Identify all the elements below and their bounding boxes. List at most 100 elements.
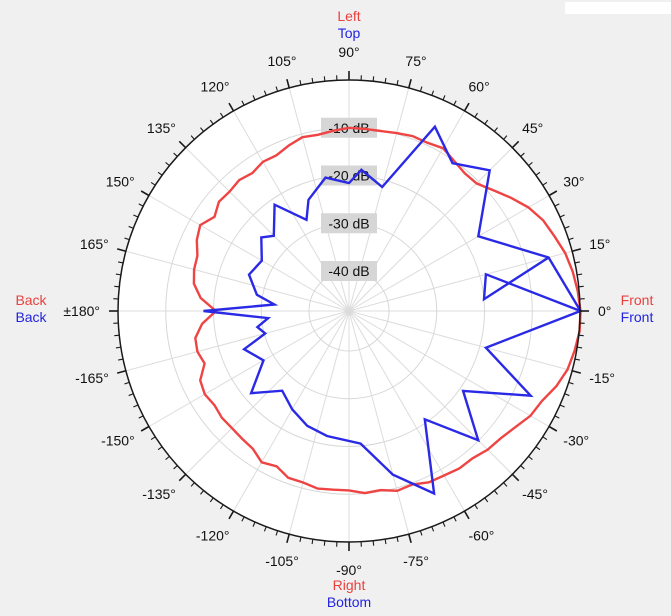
minor-tick (453, 516, 457, 522)
angle-label: 135° (147, 120, 176, 136)
minor-tick (311, 539, 314, 545)
minor-tick (165, 455, 170, 460)
direction-label-bottom: Right (333, 577, 366, 593)
major-tick (286, 78, 290, 89)
angle-label: 90° (338, 44, 359, 60)
minor-tick (528, 162, 533, 167)
minor-tick (114, 285, 120, 288)
minor-tick (493, 127, 498, 132)
minor-tick (128, 393, 134, 397)
radial-tick-label-bg (321, 213, 377, 234)
minor-tick (474, 112, 478, 118)
minor-tick (528, 455, 533, 460)
grid-spoke (125, 250, 350, 312)
minor-tick (150, 436, 156, 440)
angle-label: 75° (405, 53, 426, 69)
major-tick (511, 473, 520, 482)
minor-tick (535, 171, 541, 176)
grid-spoke (125, 310, 350, 372)
major-tick (140, 425, 150, 432)
minor-tick (128, 225, 134, 229)
minor-tick (520, 465, 525, 470)
major-tick (178, 140, 187, 149)
radial-tick-label-bg (321, 261, 377, 281)
direction-label-bottom: Bottom (327, 594, 371, 610)
radial-tick-label-text: -20 dB (328, 168, 369, 184)
major-tick (408, 78, 412, 89)
minor-tick (431, 90, 435, 96)
tick-layer (109, 71, 589, 551)
direction-label-top: Top (338, 25, 361, 41)
minor-tick (150, 182, 156, 186)
minor-tick (574, 358, 580, 361)
series-line-2 (203, 124, 584, 496)
minor-tick (578, 285, 584, 288)
grid-spoke (348, 147, 513, 312)
minor-tick (190, 482, 195, 487)
angle-label: 165° (80, 236, 109, 252)
minor-tick (535, 446, 541, 451)
minor-tick (484, 497, 489, 503)
series-layer (192, 124, 584, 496)
minor-tick (138, 203, 144, 207)
direction-label-top: Left (337, 8, 360, 24)
minor-tick (442, 521, 446, 527)
angle-label: 15° (589, 236, 610, 252)
grid-spoke (233, 310, 350, 512)
minor-tick (275, 86, 279, 92)
minor-tick (138, 415, 144, 419)
major-tick (463, 510, 470, 520)
minor-tick (568, 237, 574, 241)
direction-label-right: Front (621, 309, 654, 325)
minor-tick (220, 112, 224, 118)
minor-tick (396, 80, 399, 86)
minor-tick (396, 536, 399, 542)
minor-tick (564, 393, 570, 397)
minor-tick (241, 100, 245, 106)
minor-tick (568, 381, 574, 385)
minor-tick (124, 237, 130, 241)
minor-tick (275, 530, 279, 536)
direction-label-left: Back (15, 292, 47, 308)
minor-tick (574, 261, 580, 264)
minor-tick (115, 273, 121, 276)
minor-tick (493, 490, 498, 495)
minor-tick (299, 80, 302, 86)
major-tick (228, 102, 235, 112)
radial-tick-label: -30 dB (321, 213, 377, 234)
minor-tick (564, 225, 570, 229)
minor-tick (263, 90, 267, 96)
minor-tick (157, 171, 163, 176)
grid-spoke (348, 310, 410, 535)
angle-label: -150° (101, 433, 135, 449)
angle-label: -60° (469, 527, 495, 543)
minor-tick (173, 152, 178, 157)
minor-tick (384, 539, 387, 545)
major-tick (228, 510, 235, 520)
minor-tick (577, 273, 583, 276)
grid-layer (118, 80, 580, 542)
direction-label-right: Front (621, 292, 654, 308)
grid-spoke (348, 195, 550, 312)
major-tick (116, 370, 127, 374)
angle-label: -30° (563, 433, 589, 449)
minor-tick (124, 381, 130, 385)
corner-panel (565, 2, 671, 14)
minor-tick (542, 182, 548, 186)
minor-tick (577, 346, 583, 349)
minor-tick (200, 490, 205, 495)
minor-tick (299, 536, 302, 542)
minor-tick (554, 203, 560, 207)
angle-label: 30° (563, 174, 584, 190)
angle-label: 105° (268, 53, 297, 69)
minor-tick (209, 497, 214, 503)
minor-tick (503, 482, 508, 487)
angle-label: ±180° (63, 303, 100, 319)
grid-spoke (148, 195, 350, 312)
minor-tick (220, 504, 224, 510)
angle-label: -105° (265, 553, 299, 569)
minor-tick (554, 415, 560, 419)
major-tick (511, 140, 520, 149)
